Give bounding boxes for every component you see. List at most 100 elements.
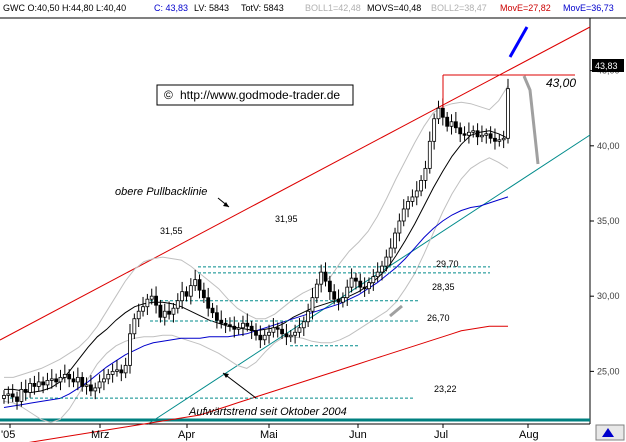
move-red-line xyxy=(28,325,508,442)
candle-body xyxy=(184,291,189,297)
header-close: C: 43,83 xyxy=(154,3,188,13)
x-tick-label: Aug xyxy=(519,429,539,441)
level-label: 31,95 xyxy=(275,214,298,224)
price-box-label: 43,83 xyxy=(595,61,618,71)
upper-channel-line xyxy=(0,26,591,341)
candle-body xyxy=(136,310,141,320)
candle-body xyxy=(380,265,384,273)
candle-body xyxy=(2,395,6,399)
candle-body xyxy=(314,283,319,299)
level-label: 28,35 xyxy=(432,282,455,292)
candle-body xyxy=(488,133,493,139)
level-label: 23,22 xyxy=(434,384,457,394)
trend-label: Aufwärtstrend seit Oktober 2004 xyxy=(188,406,347,418)
candle-body xyxy=(162,310,167,318)
candle-body xyxy=(275,327,280,330)
watermark-copyright-icon: © xyxy=(164,88,173,102)
candle-body xyxy=(388,247,393,258)
candle-body xyxy=(158,304,163,318)
x-axis-ticks: '05 Mrz Apr Mai Jun Jul Aug xyxy=(1,424,539,441)
candle-body xyxy=(115,369,119,372)
candle-body xyxy=(458,127,463,135)
y-tick-label: 25,00 xyxy=(597,366,620,376)
trend-arrow-head xyxy=(223,373,229,378)
candle-body xyxy=(354,277,358,282)
candle-body xyxy=(75,376,80,383)
candle-body xyxy=(306,310,311,323)
trend-arrow xyxy=(222,372,257,399)
candle-body xyxy=(119,369,124,374)
candle-body xyxy=(293,331,298,336)
candle-body xyxy=(262,334,267,341)
candle-body xyxy=(493,137,497,142)
candle-body xyxy=(410,196,415,202)
candle-body xyxy=(58,376,63,383)
header-movs: MOVS=40,48 xyxy=(367,3,421,13)
header-totv: TotV: 5843 xyxy=(241,3,284,13)
candle-body xyxy=(154,295,158,306)
candle-body xyxy=(232,325,237,330)
resistance-label: 43,00 xyxy=(546,76,576,90)
candle-body xyxy=(197,279,202,291)
header-boll1: BOLL1=42,48 xyxy=(305,3,361,13)
candle-body xyxy=(497,139,502,142)
candle-body xyxy=(484,133,489,136)
candle-body xyxy=(297,327,302,333)
candle-body xyxy=(228,324,232,327)
candle-body xyxy=(401,208,406,222)
forecast-mark xyxy=(389,304,403,318)
x-tick-label: Apr xyxy=(178,429,195,441)
candle-body xyxy=(171,307,176,315)
candle-body xyxy=(45,379,50,386)
candle-body xyxy=(501,137,506,141)
candle-body xyxy=(249,325,254,332)
candle-body xyxy=(19,389,24,402)
candle-body xyxy=(28,382,32,393)
nav-up-icon[interactable] xyxy=(602,428,614,437)
candle-body xyxy=(132,318,137,335)
y-tick-label: 30,00 xyxy=(597,291,620,301)
candle-body xyxy=(475,130,480,138)
candle-body xyxy=(245,322,250,327)
candle-body xyxy=(241,322,245,329)
candle-body xyxy=(36,381,41,387)
candle-body xyxy=(462,133,467,136)
candle-body xyxy=(188,285,193,297)
bollinger-lower-line xyxy=(3,157,509,424)
candle-body xyxy=(397,220,402,234)
candle-body xyxy=(123,364,128,374)
candle-body xyxy=(128,333,132,366)
candle-body xyxy=(93,387,98,392)
candle-body xyxy=(193,279,198,287)
candle-body xyxy=(71,378,76,383)
watermark-text: http://www.godmode-trader.de xyxy=(180,88,340,102)
watermark-box xyxy=(156,84,354,106)
header-ohlc: GWC O:40,50 H:44,80 L:40,40 xyxy=(3,3,126,13)
candle-body xyxy=(267,331,271,336)
candle-body xyxy=(466,131,471,136)
candle-body xyxy=(84,384,89,387)
candle-body xyxy=(340,297,345,303)
candle-body xyxy=(280,328,284,335)
level-label: 26,70 xyxy=(427,313,450,323)
candle-body xyxy=(336,298,341,303)
candle-body xyxy=(271,327,276,333)
candle-body xyxy=(15,396,19,402)
header-move-red: MovE=27,82 xyxy=(500,3,551,13)
candle-body xyxy=(223,322,228,326)
pullback-label: obere Pullbacklinie xyxy=(115,186,207,198)
candle-body xyxy=(419,179,424,192)
header-lv: LV: 5843 xyxy=(194,3,229,13)
candle-body xyxy=(349,277,354,288)
candle-body xyxy=(436,107,441,120)
candle-body xyxy=(393,232,397,249)
candle-body xyxy=(284,333,289,338)
candle-body xyxy=(201,289,206,299)
candle-body xyxy=(449,121,454,127)
candle-body xyxy=(6,393,11,396)
candle-body xyxy=(141,306,145,312)
candle-body xyxy=(210,307,215,314)
